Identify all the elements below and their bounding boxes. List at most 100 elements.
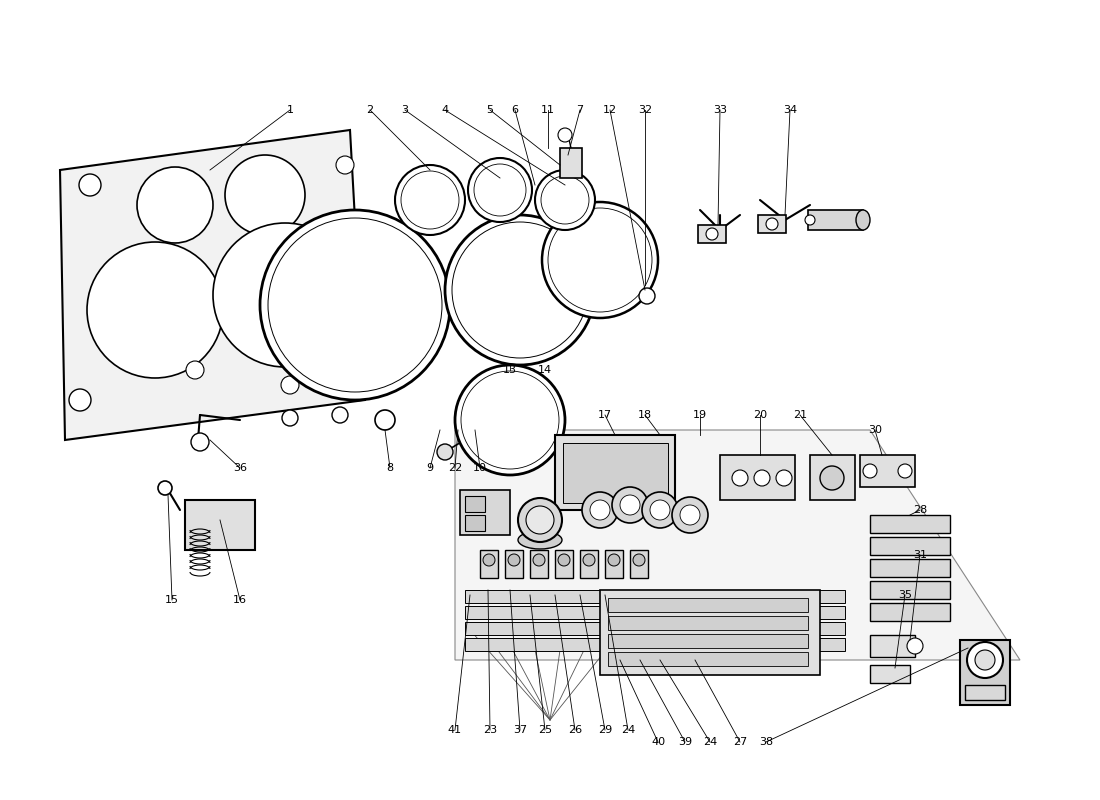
Text: 15: 15 xyxy=(165,595,179,605)
Text: 11: 11 xyxy=(541,105,556,115)
Bar xyxy=(960,640,1010,705)
Circle shape xyxy=(186,361,204,379)
Ellipse shape xyxy=(324,255,385,355)
Text: 30: 30 xyxy=(868,425,882,435)
Circle shape xyxy=(672,497,708,533)
Bar xyxy=(560,148,582,178)
Circle shape xyxy=(213,223,358,367)
Bar xyxy=(630,550,648,578)
Bar xyxy=(556,435,675,510)
Text: 32: 32 xyxy=(638,105,652,115)
Text: 4: 4 xyxy=(441,105,449,115)
Circle shape xyxy=(332,407,348,423)
Circle shape xyxy=(612,487,648,523)
Bar xyxy=(870,635,915,657)
Circle shape xyxy=(864,464,877,478)
Circle shape xyxy=(776,470,792,486)
Circle shape xyxy=(87,242,223,378)
Text: 21: 21 xyxy=(793,410,807,420)
Text: 33: 33 xyxy=(713,105,727,115)
Circle shape xyxy=(138,167,213,243)
Polygon shape xyxy=(60,130,365,440)
Circle shape xyxy=(191,433,209,451)
Circle shape xyxy=(542,202,658,318)
Circle shape xyxy=(526,506,554,534)
Bar xyxy=(580,550,598,578)
Circle shape xyxy=(158,481,172,495)
Circle shape xyxy=(79,174,101,196)
Text: 40: 40 xyxy=(651,737,666,747)
Text: 37: 37 xyxy=(513,725,527,735)
Circle shape xyxy=(650,500,670,520)
Bar xyxy=(965,685,1005,700)
Circle shape xyxy=(975,650,996,670)
Text: 1: 1 xyxy=(286,105,294,115)
Circle shape xyxy=(608,554,620,566)
Text: 16: 16 xyxy=(233,595,248,605)
Bar xyxy=(608,652,808,666)
Bar xyxy=(870,559,950,577)
Circle shape xyxy=(375,410,395,430)
Circle shape xyxy=(967,642,1003,678)
Circle shape xyxy=(766,218,778,230)
Circle shape xyxy=(535,170,595,230)
Circle shape xyxy=(706,228,718,240)
Text: 41: 41 xyxy=(448,725,462,735)
Circle shape xyxy=(468,158,532,222)
Text: 9: 9 xyxy=(427,463,433,473)
Circle shape xyxy=(558,554,570,566)
Text: 34: 34 xyxy=(783,105,798,115)
Circle shape xyxy=(805,215,815,225)
Bar xyxy=(810,455,855,500)
Circle shape xyxy=(336,156,354,174)
Bar xyxy=(870,603,950,621)
Circle shape xyxy=(620,495,640,515)
Circle shape xyxy=(582,492,618,528)
Bar xyxy=(465,606,845,619)
Ellipse shape xyxy=(518,531,562,549)
Text: 12: 12 xyxy=(603,105,617,115)
Circle shape xyxy=(395,165,465,235)
Circle shape xyxy=(642,492,678,528)
Text: 39: 39 xyxy=(678,737,692,747)
Circle shape xyxy=(518,498,562,542)
Bar xyxy=(758,215,786,233)
Text: 13: 13 xyxy=(503,365,517,375)
Circle shape xyxy=(437,444,453,460)
Text: 14: 14 xyxy=(538,365,552,375)
Polygon shape xyxy=(455,430,1020,660)
Text: 5: 5 xyxy=(486,105,494,115)
Circle shape xyxy=(455,365,565,475)
Circle shape xyxy=(639,288,654,304)
Text: 17: 17 xyxy=(598,410,612,420)
Circle shape xyxy=(69,389,91,411)
Circle shape xyxy=(282,410,298,426)
Text: 18: 18 xyxy=(638,410,652,420)
Circle shape xyxy=(483,554,495,566)
Text: 35: 35 xyxy=(898,590,912,600)
Bar xyxy=(505,550,522,578)
Circle shape xyxy=(446,215,595,365)
Text: 38: 38 xyxy=(759,737,773,747)
Text: 24: 24 xyxy=(703,737,717,747)
Bar xyxy=(600,590,820,675)
Circle shape xyxy=(226,155,305,235)
Bar xyxy=(556,550,573,578)
Circle shape xyxy=(534,554,544,566)
Bar xyxy=(185,500,255,550)
Text: 2: 2 xyxy=(366,105,374,115)
Text: 24: 24 xyxy=(620,725,635,735)
Text: eurospares: eurospares xyxy=(657,512,923,608)
Text: 8: 8 xyxy=(386,463,394,473)
Bar xyxy=(460,490,510,535)
Text: 6: 6 xyxy=(512,105,518,115)
Bar xyxy=(870,515,950,533)
Bar xyxy=(465,622,845,635)
Bar xyxy=(608,616,808,630)
Circle shape xyxy=(508,554,520,566)
Bar xyxy=(808,210,864,230)
Circle shape xyxy=(632,554,645,566)
Bar xyxy=(465,590,845,603)
Bar xyxy=(563,443,668,503)
Text: 10: 10 xyxy=(473,463,487,473)
